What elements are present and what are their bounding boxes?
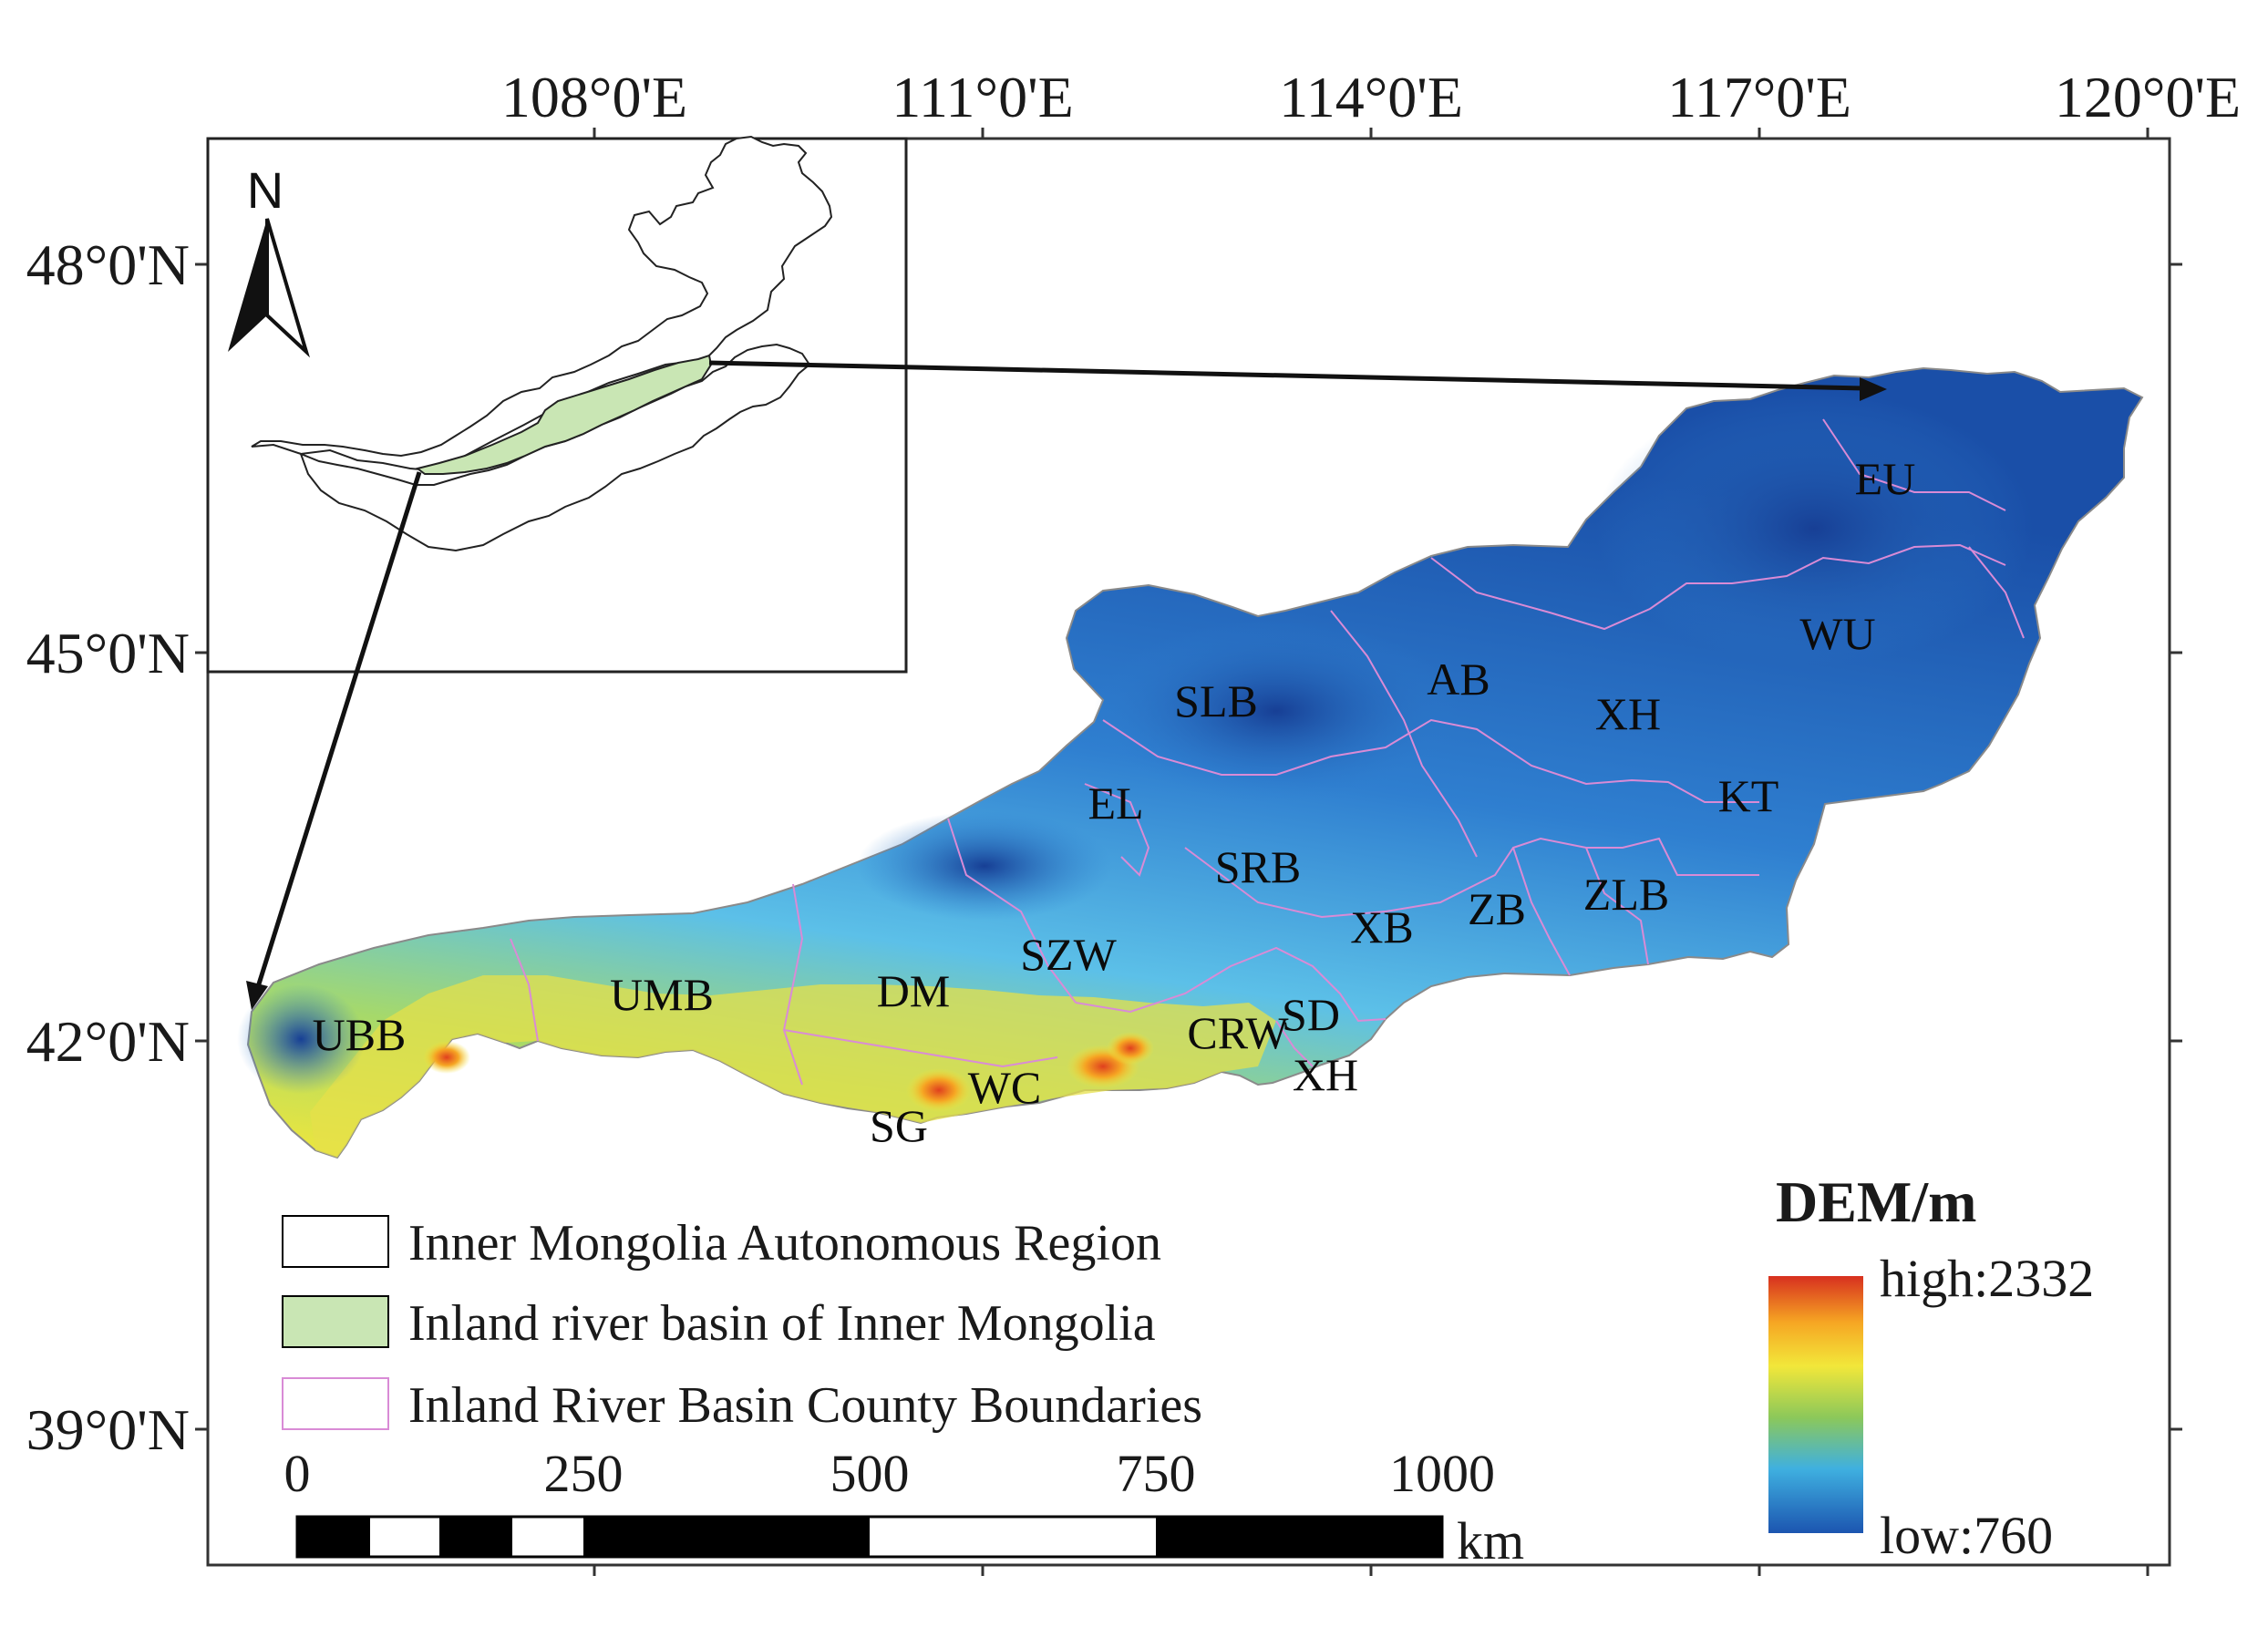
region-label-kt: KT xyxy=(1718,770,1779,821)
region-label-wc: WC xyxy=(968,1062,1042,1113)
lat-labels: 48°0'N 45°0'N 42°0'N 39°0'N xyxy=(26,232,190,1462)
legend-swatch-region xyxy=(282,1215,389,1268)
region-label-zlb: ZLB xyxy=(1583,869,1669,920)
region-label-szw: SZW xyxy=(1020,929,1117,980)
legend-swatch-basin xyxy=(282,1295,389,1348)
dem-high-label: high:2332 xyxy=(1880,1249,2094,1308)
legend-label-county: Inland River Basin County Boundaries xyxy=(408,1377,1202,1434)
scale-bar: 0 250 500 750 1000 km xyxy=(284,1444,1525,1570)
lat-label: 45°0'N xyxy=(26,621,190,685)
scale-label: 500 xyxy=(830,1444,910,1503)
lat-label: 48°0'N xyxy=(26,232,190,297)
lon-label: 108°0'E xyxy=(501,65,687,129)
region-label-slb: SLB xyxy=(1174,675,1258,726)
inner-mongolia-outline-south xyxy=(299,343,811,552)
region-label-crw: CRW xyxy=(1187,1007,1289,1058)
low-elevation-area xyxy=(857,811,1112,921)
scale-label: 1000 xyxy=(1389,1444,1495,1503)
lat-label: 42°0'N xyxy=(26,1009,190,1074)
lon-ticks xyxy=(593,128,2149,1576)
lon-label: 120°0'E xyxy=(2055,65,2241,129)
high-elevation-spot xyxy=(1107,1032,1154,1065)
region-label-xb: XB xyxy=(1350,901,1413,953)
lon-labels: 108°0'E 111°0'E 114°0'E 117°0'E 120°0'E xyxy=(501,65,2241,129)
region-labels: EU WU AB SLB XH KT EL SRB XB ZB ZLB SZW … xyxy=(313,453,1916,1151)
dem-legend-title: DEM/m xyxy=(1776,1169,1976,1234)
basin-lowland-band xyxy=(310,975,1276,1158)
map-frame xyxy=(206,137,2171,1567)
low-elevation-area xyxy=(1595,392,2033,665)
connector-arrows xyxy=(246,360,1887,1010)
lon-label: 111°0'E xyxy=(892,65,1073,129)
legend-label-basin: Inland river basin of Inner Mongolia xyxy=(408,1295,1156,1352)
region-label-ab: AB xyxy=(1427,654,1490,705)
north-label: N xyxy=(247,161,284,219)
region-label-eu: EU xyxy=(1855,453,1916,504)
region-label-el: EL xyxy=(1088,777,1143,829)
region-label-xh-north: XH xyxy=(1595,688,1661,739)
legend-label-region: Inner Mongolia Autonomous Region xyxy=(408,1215,1161,1272)
region-label-sd: SD xyxy=(1282,989,1340,1040)
low-elevation-area xyxy=(1094,620,1459,802)
dem-basin: EU WU AB SLB XH KT EL SRB XB ZB ZLB SZW … xyxy=(237,366,2144,1159)
scale-label: 0 xyxy=(284,1444,311,1503)
region-label-wu: WU xyxy=(1799,608,1875,659)
scale-label: 250 xyxy=(544,1444,624,1503)
lon-label: 117°0'E xyxy=(1667,65,1851,129)
region-label-ubb: UBB xyxy=(313,1009,407,1060)
inland-basin-inset xyxy=(415,354,713,475)
high-elevation-spot xyxy=(906,1068,972,1112)
low-elevation-area xyxy=(237,984,365,1094)
legend-swatch-county xyxy=(282,1377,389,1430)
scale-unit: km xyxy=(1457,1511,1524,1570)
dem-legend: DEM/m high:2332 low:760 xyxy=(1768,1169,2094,1565)
scale-label: 750 xyxy=(1117,1444,1196,1503)
region-label-srb: SRB xyxy=(1215,841,1302,892)
region-label-xh-south: XH xyxy=(1293,1049,1358,1100)
legend: Inner Mongolia Autonomous Region Inland … xyxy=(282,1215,1202,1434)
region-label-dm: DM xyxy=(877,965,951,1016)
region-label-zb: ZB xyxy=(1468,883,1526,934)
inner-mongolia-outline xyxy=(251,135,833,472)
north-arrow-icon: N xyxy=(228,161,310,358)
dem-low-label: low:760 xyxy=(1880,1506,2053,1565)
county-boundaries xyxy=(510,418,2025,1086)
dem-colorbar xyxy=(1768,1276,1863,1533)
lon-label: 114°0'E xyxy=(1279,65,1463,129)
lat-ticks xyxy=(195,263,2182,1431)
high-elevation-spot xyxy=(423,1041,470,1074)
region-label-sg: SG xyxy=(870,1100,928,1151)
lat-label: 39°0'N xyxy=(26,1397,190,1462)
region-label-umb: UMB xyxy=(610,969,714,1020)
